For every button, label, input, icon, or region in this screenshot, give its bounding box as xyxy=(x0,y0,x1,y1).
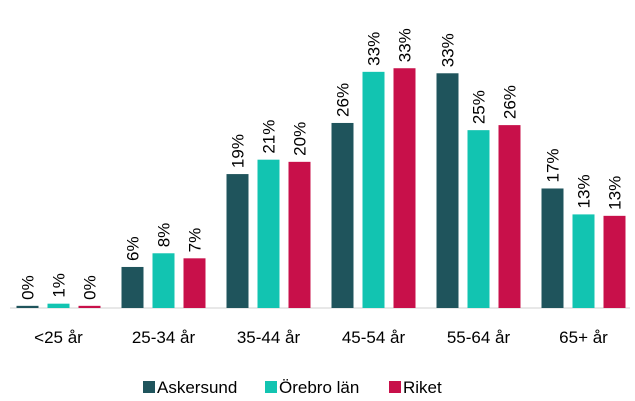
value-label: 33% xyxy=(439,33,458,67)
bar xyxy=(152,253,175,308)
value-label: 21% xyxy=(260,120,279,154)
bar xyxy=(393,68,416,309)
x-tick-label: <25 år xyxy=(34,328,83,347)
value-label: 0% xyxy=(81,275,100,300)
legend-swatch xyxy=(389,381,401,393)
value-label: 6% xyxy=(124,236,143,261)
bar xyxy=(288,161,311,308)
legend-label: Askersund xyxy=(157,378,237,397)
bar xyxy=(362,71,385,308)
x-tick-label: 55-64 år xyxy=(447,328,511,347)
value-label: 1% xyxy=(50,273,69,298)
bar xyxy=(498,125,521,309)
value-label: 13% xyxy=(575,174,594,208)
value-label: 33% xyxy=(365,32,384,66)
value-label: 26% xyxy=(501,85,520,119)
bar xyxy=(121,266,144,308)
x-tick-label: 45-54 år xyxy=(342,328,406,347)
legend-label: Örebro län xyxy=(279,378,359,397)
bar xyxy=(572,214,595,308)
legend-swatch xyxy=(265,381,277,393)
bar xyxy=(16,305,39,308)
value-label: 25% xyxy=(470,90,489,124)
legend-swatch xyxy=(143,381,155,393)
x-tick-label: 25-34 år xyxy=(132,328,196,347)
bar xyxy=(257,159,280,308)
value-label: 20% xyxy=(291,122,310,156)
value-label: 33% xyxy=(396,28,415,62)
bar xyxy=(541,188,564,308)
bar xyxy=(183,258,206,308)
x-tick-label: 35-44 år xyxy=(237,328,301,347)
value-label: 26% xyxy=(334,83,353,117)
bar xyxy=(467,130,490,308)
value-label: 19% xyxy=(229,134,248,168)
x-tick-label: 65+ år xyxy=(559,328,608,347)
value-label: 17% xyxy=(544,148,563,182)
value-label: 8% xyxy=(155,223,174,248)
value-label: 13% xyxy=(606,176,625,210)
bar xyxy=(226,174,249,308)
bar xyxy=(603,215,626,308)
value-label: 7% xyxy=(186,228,205,253)
bar xyxy=(78,305,101,308)
bar xyxy=(436,73,459,308)
legend-label: Riket xyxy=(403,378,442,397)
value-label: 0% xyxy=(19,275,38,300)
bar xyxy=(47,303,70,308)
bar xyxy=(331,122,354,309)
